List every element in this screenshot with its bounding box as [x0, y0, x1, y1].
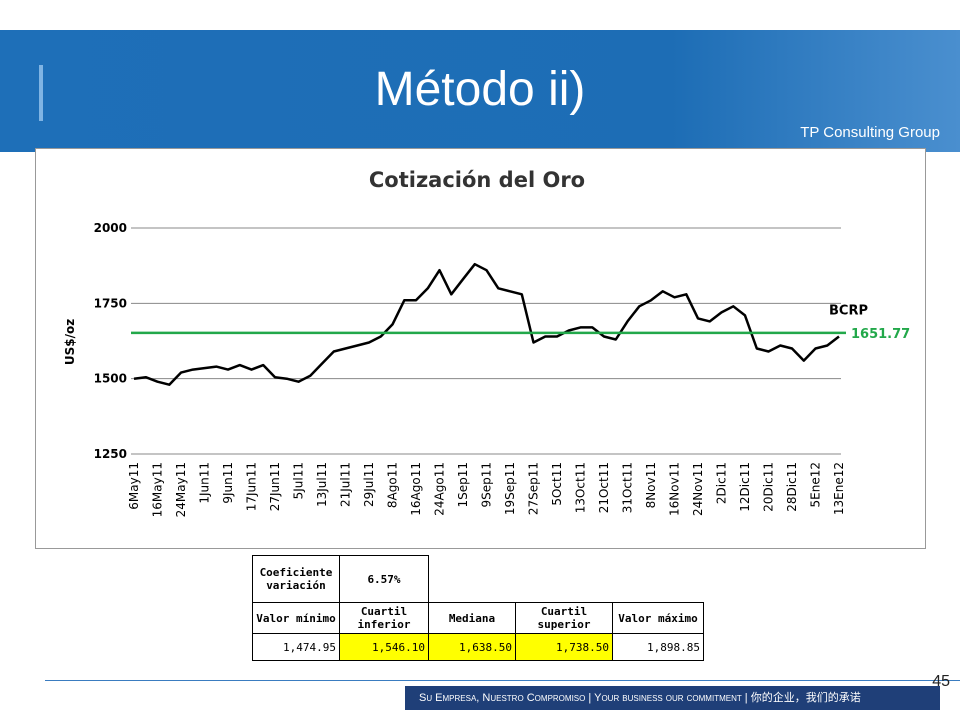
x-tick-label: 17Jun11 [245, 462, 259, 511]
x-tick-label: 8Ago11 [386, 462, 400, 508]
x-tick-label: 5Oct11 [550, 462, 564, 506]
slide-title: Método ii) [374, 63, 586, 116]
table-value: 1,898.85 [612, 633, 704, 661]
x-tick-label: 1Jun11 [198, 462, 212, 504]
x-tick-label: 27Jun11 [268, 462, 282, 511]
x-tick-label: 31Oct11 [621, 462, 635, 513]
footer-slogan: Su Empresa, Nuestro Compromiso | Your bu… [405, 686, 940, 710]
header-band [0, 30, 960, 152]
x-tick-label: 9Jun11 [221, 462, 235, 504]
x-tick-label: 24Nov11 [691, 462, 705, 516]
x-tick-label: 21Jul11 [339, 462, 353, 507]
cv-label: Coeficiente variación [252, 555, 340, 603]
table-header: Cuartil inferior [339, 602, 429, 634]
table-header: Valor máximo [612, 602, 704, 634]
stats-table: Coeficiente variación 6.57% Valor mínimo… [252, 555, 704, 661]
chart: Cotización del Oro US$/oz 1250 1500 1750 20… [63, 168, 910, 517]
y-tick-label: 1500 [94, 372, 127, 386]
footer-rule [45, 680, 960, 681]
x-tick-label: 5Ene12 [809, 462, 823, 507]
x-tick-label: 29Jul11 [362, 462, 376, 507]
chart-title: Cotización del Oro [369, 168, 585, 192]
series-label: BCRP [829, 303, 868, 318]
y-tick-label: 2000 [94, 221, 127, 235]
table-value: 1,474.95 [252, 633, 340, 661]
x-tick-label: 16Ago11 [409, 462, 423, 516]
table-header: Valor mínimo [252, 602, 340, 634]
x-tick-label: 12Dic11 [738, 462, 752, 512]
x-tick-label: 9Sep11 [480, 462, 494, 508]
x-tick-label: 13Ene12 [832, 462, 846, 515]
x-tick-label: 13Jul11 [315, 462, 329, 507]
y-tick-label: 1750 [94, 296, 127, 310]
x-tick-label: 24Ago11 [433, 462, 447, 516]
x-tick-label: 28Dic11 [785, 462, 799, 512]
x-tick-label: 2Dic11 [715, 462, 729, 504]
page-number: 45 [932, 673, 950, 690]
x-tick-label: 21Oct11 [597, 462, 611, 513]
x-tick-label: 16May11 [151, 462, 165, 517]
x-tick-label: 24May11 [174, 462, 188, 517]
table-value: 1,638.50 [428, 633, 516, 661]
y-axis-label: US$/oz [63, 319, 77, 365]
x-tick-label: 8Nov11 [644, 462, 658, 508]
header-accent [39, 65, 43, 121]
x-tick-label: 13Oct11 [574, 462, 588, 513]
x-tick-label: 6May11 [127, 462, 141, 510]
reference-label: 1651.77 [851, 327, 910, 342]
table-header: Mediana [428, 602, 516, 634]
x-tick-label: 20Dic11 [762, 462, 776, 512]
cv-value: 6.57% [339, 555, 429, 603]
x-tick-label: 16Nov11 [668, 462, 682, 516]
table-header: Cuartil superior [515, 602, 613, 634]
x-tick-label: 19Sep11 [503, 462, 517, 515]
x-tick-label: 1Sep11 [456, 462, 470, 508]
logo-text: TP Consulting Group [800, 124, 940, 141]
x-tick-label: 27Sep11 [527, 462, 541, 515]
y-tick-label: 1250 [94, 447, 127, 461]
data-line [133, 262, 840, 386]
table-value: 1,546.10 [339, 633, 429, 661]
chart-frame: Cotización del Oro US$/oz 1250 1500 1750 20… [35, 148, 926, 549]
table-value: 1,738.50 [515, 633, 613, 661]
x-tick-label: 5Jul11 [292, 462, 306, 499]
